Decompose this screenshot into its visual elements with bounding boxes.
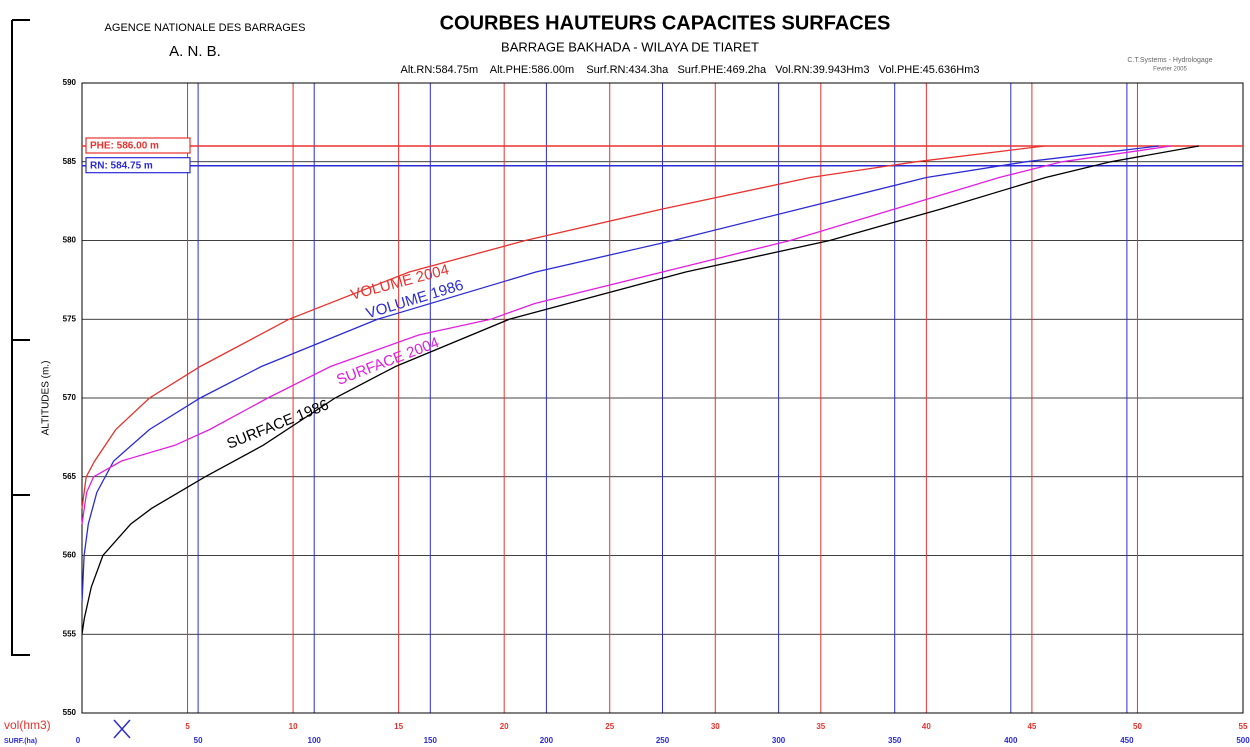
x2-tick-label: 250 [656, 736, 670, 745]
x2-tick-label: 450 [1120, 736, 1134, 745]
y-axis-label: ALTITUDES (m.) [41, 361, 52, 436]
x-tick-label: 40 [922, 722, 931, 731]
x2-tick-label: 100 [308, 736, 322, 745]
x-axis-label: vol(hm3) [4, 718, 51, 732]
curve-label: SURFACE 2004 [334, 334, 441, 389]
x2-tick-label: 150 [424, 736, 438, 745]
x2-tick-label: 350 [888, 736, 902, 745]
agency-short: A. N. B. [169, 43, 221, 60]
chart-subtitle: BARRAGE BAKHADA - WILAYA DE TIARET [501, 39, 759, 54]
x-tick-label: 55 [1239, 722, 1248, 731]
y-tick-label: 570 [63, 393, 77, 402]
plot-frame [81, 82, 1244, 714]
x-tick-label: 30 [711, 722, 720, 731]
curve-label: SURFACE 1986 [224, 396, 331, 452]
curve [81, 145, 1200, 635]
chart-title: COURBES HAUTEURS CAPACITES SURFACES [440, 12, 891, 34]
axis-symbol [113, 719, 131, 739]
x-tick-label: 10 [289, 722, 298, 731]
reference-label: RN: 584.75 m [90, 160, 153, 171]
credit: C.T.Systems - Hydrologage [1127, 57, 1212, 64]
x-tick-label: 20 [500, 722, 509, 731]
reference-box [85, 157, 191, 174]
y-tick-label: 580 [63, 236, 77, 245]
x-tick-label: 15 [394, 722, 403, 731]
y-tick-label: 565 [63, 472, 77, 481]
x2-axis-label: SURF.(ha) [4, 738, 37, 745]
x2-tick-label: 200 [540, 736, 554, 745]
bracket [11, 19, 30, 656]
reference-box [85, 137, 191, 154]
y-tick-label: 590 [63, 78, 77, 87]
agency: AGENCE NATIONALE DES BARRAGES [105, 22, 306, 34]
y-tick-label: 555 [63, 629, 77, 638]
info-line: Alt.RN:584.75m Alt.PHE:586.00m Surf.RN:4… [400, 64, 979, 76]
x-tick-label: 45 [1027, 722, 1036, 731]
y-tick-label: 560 [63, 551, 77, 560]
y-tick-label: 575 [63, 314, 77, 323]
x-tick-label: 50 [1133, 722, 1142, 731]
x2-tick-label: 50 [194, 736, 203, 745]
y-tick-label: 585 [63, 157, 77, 166]
x-tick-label: 35 [816, 722, 825, 731]
x2-tick-label: 300 [772, 736, 786, 745]
x-tick-label: 25 [605, 722, 614, 731]
reference-label: PHE: 586.00 m [90, 141, 159, 152]
curve [81, 145, 1045, 509]
curve [81, 145, 1159, 603]
y-tick-label: 550 [63, 708, 77, 717]
x2-tick-label: 500 [1236, 736, 1250, 745]
x2-tick-label: 0 [76, 736, 81, 745]
x2-tick-label: 400 [1004, 736, 1018, 745]
credit-date: Fevrier 2005 [1153, 67, 1187, 73]
curve [81, 145, 1172, 525]
x-tick-label: 5 [185, 722, 190, 731]
